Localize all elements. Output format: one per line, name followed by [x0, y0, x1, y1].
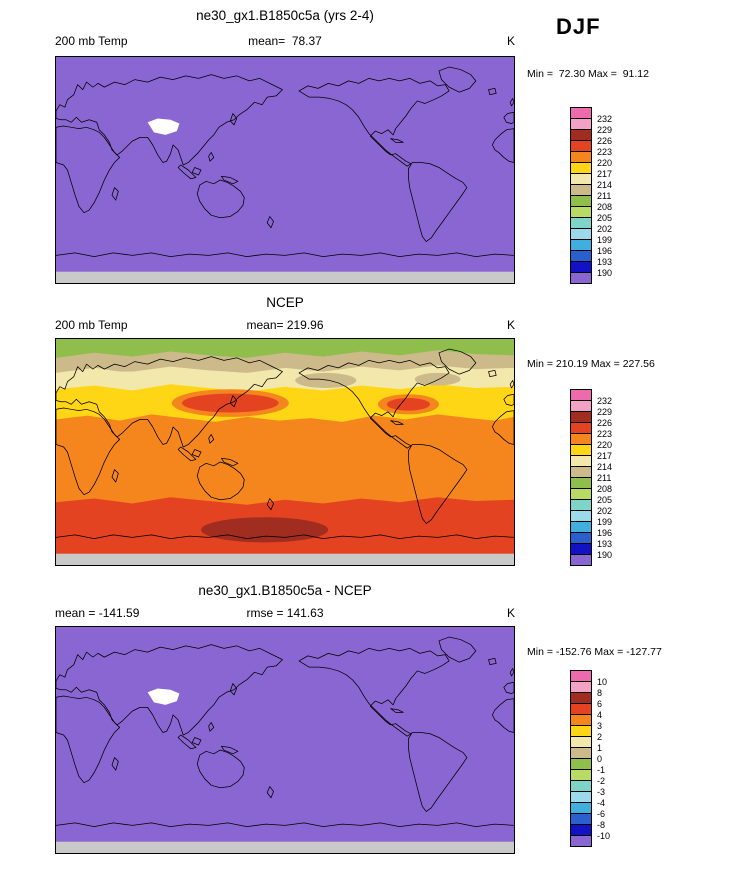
colorbar-tick-label: 208 — [597, 484, 613, 494]
colorbar-tick-label: -2 — [597, 776, 606, 786]
panel3-minmax: Min = -152.76 Max = -127.77 — [527, 646, 662, 658]
colorbar-tick-label: 214 — [597, 462, 613, 472]
panel3-stats-row: mean = -141.59 rmse = 141.63 K — [55, 606, 515, 620]
colorbar-tick-label: 196 — [597, 246, 613, 256]
panel2-units-label: K — [506, 318, 515, 332]
panel1-pole-gray-strip — [56, 271, 514, 283]
colorbar-tick-label: 211 — [597, 473, 612, 483]
colorbar-tick-label: -8 — [597, 820, 606, 830]
panel2-variable-label: 200 mb Temp — [55, 318, 128, 332]
colorbar-tick-label: 232 — [597, 396, 613, 406]
colorbar-tick-label: 214 — [597, 180, 613, 190]
colorbar-tick-label: 4 — [597, 710, 603, 720]
panel1-stats-row: 200 mb Temp mean= 78.37 K — [55, 34, 515, 48]
colorbar-tick-label: 193 — [597, 257, 613, 267]
colorbar-tick-label: 199 — [597, 517, 613, 527]
panel1-variable-label: 200 mb Temp — [55, 34, 128, 48]
colorbar-tick-label: -3 — [597, 787, 606, 797]
colorbar-cell — [570, 835, 592, 847]
colorbar-tick-label: 211 — [597, 191, 612, 201]
colorbar-tick-label: 223 — [597, 147, 613, 157]
panel2-colorbar: 232 229 226 223 220 217 214 211 208 205 202 199 196 1… — [570, 389, 670, 567]
colorbar-tick-label: 3 — [597, 721, 603, 731]
panel2-antarctic-max — [201, 517, 329, 543]
panel1-map — [55, 56, 515, 284]
colorbar-tick-label: -10 — [597, 831, 611, 841]
panel2-colorbar-cells — [570, 389, 592, 566]
colorbar-tick-label: -6 — [597, 809, 606, 819]
panel1-title: ne30_gx1.B1850c5a (yrs 2-4) — [196, 8, 374, 23]
panel2-map — [55, 338, 515, 566]
colorbar-tick-label: 2 — [597, 732, 603, 742]
panel2-jet-max-atlantic — [386, 398, 431, 411]
colorbar-tick-label: 10 — [597, 677, 608, 687]
colorbar-cell — [570, 554, 592, 566]
colorbar-tick-label: 217 — [597, 451, 613, 461]
season-label: DJF — [556, 14, 601, 39]
colorbar-tick-label: 220 — [597, 158, 613, 168]
panel3-map — [55, 626, 515, 854]
colorbar-tick-label: 202 — [597, 224, 613, 234]
colorbar-tick-label: -4 — [597, 798, 606, 808]
colorbar-tick-label: 190 — [597, 268, 613, 278]
panel3-colorbar-cells — [570, 670, 592, 847]
colorbar-tick-label: 226 — [597, 136, 613, 146]
colorbar-tick-label: 1 — [597, 743, 603, 753]
colorbar-tick-label: 217 — [597, 169, 613, 179]
panel3-field-fill — [56, 627, 514, 853]
colorbar-tick-label: 6 — [597, 699, 603, 709]
colorbar-tick-label: 190 — [597, 550, 613, 560]
colorbar-tick-label: 232 — [597, 114, 613, 124]
colorbar-tick-label: 208 — [597, 202, 613, 212]
colorbar-tick-label: 226 — [597, 418, 613, 428]
panel2-arctic-green-band — [56, 339, 514, 358]
panel1-field-fill — [56, 57, 514, 283]
panel3-rmse-label: rmse = 141.63 — [246, 606, 324, 620]
panel1-mean-label: mean= 78.37 — [248, 34, 322, 48]
panel2-tan-blob-na — [295, 372, 357, 388]
colorbar-cell — [570, 272, 592, 284]
colorbar-tick-label: 196 — [597, 528, 613, 538]
colorbar-tick-label: 205 — [597, 213, 613, 223]
panel3-mean-label: mean = -141.59 — [55, 606, 140, 620]
panel3-title: ne30_gx1.B1850c5a - NCEP — [198, 583, 372, 598]
colorbar-tick-label: 202 — [597, 506, 613, 516]
colorbar-tick-label: 0 — [597, 754, 603, 764]
colorbar-tick-label: 229 — [597, 407, 613, 417]
panel2-pole-gray-strip — [56, 553, 514, 565]
colorbar-tick-label: 205 — [597, 495, 613, 505]
panel3-pole-gray-strip — [56, 841, 514, 853]
panel1-units-label: K — [506, 34, 515, 48]
panel1-colorbar-cells — [570, 107, 592, 284]
colorbar-tick-label: 8 — [597, 688, 603, 698]
colorbar-tick-label: 199 — [597, 235, 613, 245]
panel3-colorbar: 10 8 6 4 3 2 1 0 -1 -2 -3 -4 -6 -8 -10 — [570, 670, 670, 848]
panel2-stats-row: 200 mb Temp mean= 219.96 K — [55, 318, 515, 332]
colorbar-tick-label: 193 — [597, 539, 613, 549]
colorbar-tick-label: -1 — [597, 765, 606, 775]
panel3-units-label: K — [506, 606, 515, 620]
panel2-title: NCEP — [266, 295, 304, 310]
panel1-colorbar: 232 229 226 223 220 217 214 211 208 205 202 199 196 1… — [570, 107, 670, 285]
panel1-minmax: Min = 72.30 Max = 91.12 — [527, 68, 649, 80]
panel2-tan-blob-atl — [414, 372, 461, 386]
panel2-tan-blob-sib — [100, 359, 152, 372]
colorbar-tick-label: 223 — [597, 429, 613, 439]
panel2-mean-label: mean= 219.96 — [246, 318, 324, 332]
colorbar-tick-label: 229 — [597, 125, 613, 135]
panel2-minmax: Min = 210.19 Max = 227.56 — [527, 358, 655, 370]
colorbar-tick-label: 220 — [597, 440, 613, 450]
